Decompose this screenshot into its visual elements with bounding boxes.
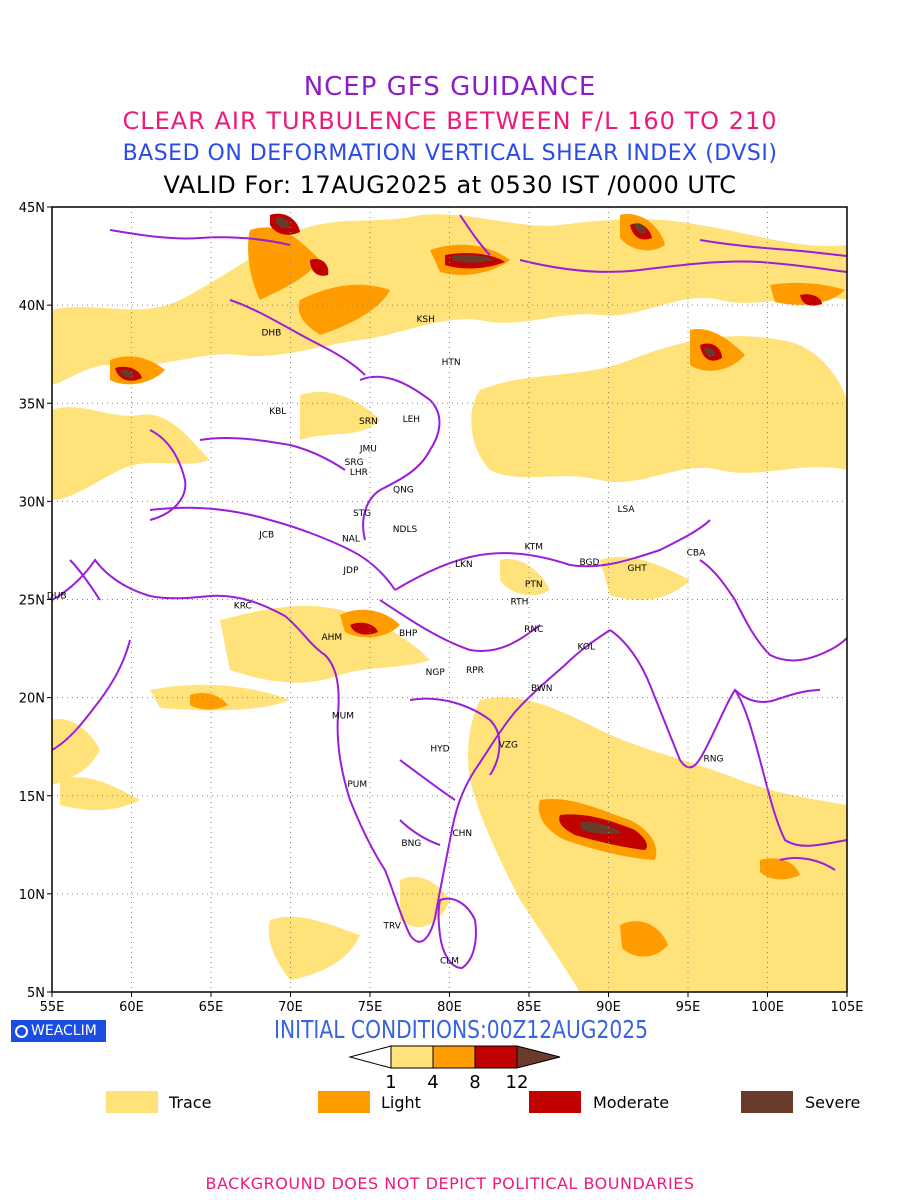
light-areas bbox=[110, 214, 845, 957]
lat-tick-label: 5N bbox=[27, 986, 45, 1001]
badge-text: WEACLIM bbox=[31, 1023, 97, 1039]
lat-tick-label: 20N bbox=[19, 692, 45, 707]
legend-label-trace: Trace bbox=[169, 1093, 212, 1112]
graticule bbox=[52, 207, 847, 992]
lon-tick-label: 100E bbox=[751, 1000, 784, 1015]
legend-label-moderate: Moderate bbox=[593, 1093, 670, 1112]
station-label-leh: LEH bbox=[403, 415, 420, 425]
station-label-ght: GHT bbox=[627, 564, 647, 574]
lat-tick-label: 40N bbox=[19, 299, 45, 314]
chart-title-method: BASED ON DEFORMATION VERTICAL SHEAR INDE… bbox=[122, 141, 778, 166]
station-label-ksh: KSH bbox=[416, 315, 434, 325]
lon-tick-label: 70E bbox=[278, 1000, 303, 1015]
lon-tick-label: 80E bbox=[437, 1000, 462, 1015]
station-label-kbl: KBL bbox=[269, 407, 286, 417]
colorbar-segment-trace bbox=[390, 1045, 434, 1069]
colorbar-level-4: 4 bbox=[427, 1072, 438, 1093]
lat-tick-label: 10N bbox=[19, 888, 45, 903]
lon-tick-label: 85E bbox=[517, 1000, 542, 1015]
colorbar-segment-moderate bbox=[474, 1045, 518, 1069]
lat-tick-label: 35N bbox=[19, 397, 45, 412]
station-label-ngp: NGP bbox=[426, 668, 446, 678]
weaclim-logo-icon bbox=[15, 1025, 28, 1038]
station-label-srg: SRG bbox=[345, 458, 364, 468]
station-label-lkn: LKN bbox=[455, 560, 473, 570]
colorbar-high-triangle bbox=[516, 1045, 561, 1069]
lat-tick-label: 25N bbox=[19, 594, 45, 609]
legend-label-light: Light bbox=[381, 1093, 421, 1112]
lat-tick-label: 45N bbox=[19, 201, 45, 216]
station-label-srn: SRN bbox=[359, 417, 378, 427]
station-label-htn: HTN bbox=[442, 358, 461, 368]
lat-tick-label: 30N bbox=[19, 495, 45, 510]
coastline-boundaries bbox=[52, 214, 847, 970]
colorbar-low-triangle bbox=[348, 1045, 392, 1069]
colorbar: 1 4 8 12 bbox=[348, 1045, 561, 1093]
station-label-lsa: LSA bbox=[617, 505, 635, 515]
station-label-rnc: RNC bbox=[524, 625, 543, 635]
station-label-cba: CBA bbox=[687, 548, 706, 558]
station-label-clm: CLM bbox=[440, 957, 459, 967]
station-label-nal: NAL bbox=[342, 535, 360, 545]
station-label-hyd: HYD bbox=[430, 745, 449, 755]
station-label-ndls: NDLS bbox=[393, 525, 418, 535]
station-label-trv: TRV bbox=[383, 921, 402, 931]
station-label-rth: RTH bbox=[511, 597, 529, 607]
lon-tick-label: 95E bbox=[676, 1000, 701, 1015]
station-label-lhr: LHR bbox=[350, 468, 368, 478]
longitude-ticks: 55E 60E 65E 70E 75E 80E 85E 90E 95E 100E 105E bbox=[40, 992, 864, 1015]
lon-tick-label: 90E bbox=[596, 1000, 621, 1015]
station-label-dub: DUB bbox=[47, 592, 67, 602]
station-label-stg: STG bbox=[353, 509, 371, 519]
station-label-pum: PUM bbox=[347, 780, 367, 790]
lon-tick-label: 55E bbox=[40, 1000, 65, 1015]
station-label-rng: RNG bbox=[703, 754, 723, 764]
lon-tick-label: 75E bbox=[358, 1000, 383, 1015]
station-label-ptn: PTN bbox=[525, 580, 543, 590]
legend-swatch-trace bbox=[106, 1091, 158, 1113]
initial-conditions-label: INITIAL CONDITIONS:00Z12AUG2025 bbox=[274, 1015, 649, 1044]
chart-title-product: CLEAR AIR TURBULENCE BETWEEN F/L 160 TO … bbox=[122, 107, 778, 135]
colorbar-level-8: 8 bbox=[469, 1072, 480, 1093]
station-label-bgd: BGD bbox=[579, 558, 599, 568]
chart-title-model: NCEP GFS GUIDANCE bbox=[303, 72, 597, 102]
colorbar-segment-light bbox=[432, 1045, 476, 1069]
station-label-bng: BNG bbox=[401, 839, 421, 849]
chart-title-valid-time: VALID For: 17AUG2025 at 0530 IST /0000 U… bbox=[163, 171, 737, 199]
station-label-rpr: RPR bbox=[466, 666, 484, 676]
station-label-krc: KRC bbox=[234, 601, 252, 611]
station-label-bhp: BHP bbox=[399, 629, 418, 639]
latitude-ticks: 45N 40N 35N 30N 25N 20N 15N 10N 5N bbox=[19, 201, 52, 1001]
legend-swatch-severe bbox=[741, 1091, 793, 1113]
station-label-jmu: JMU bbox=[359, 444, 377, 454]
lat-tick-label: 15N bbox=[19, 790, 45, 805]
lon-tick-label: 65E bbox=[199, 1000, 224, 1015]
station-label-jcb: JCB bbox=[258, 531, 274, 541]
lon-tick-label: 105E bbox=[830, 1000, 863, 1015]
weaclim-logo-badge: WEACLIM bbox=[11, 1020, 106, 1042]
severe-areas bbox=[120, 217, 716, 835]
station-label-kol: KOL bbox=[577, 643, 595, 653]
station-label-chn: CHN bbox=[452, 829, 472, 839]
legend-label-severe: Severe bbox=[805, 1093, 861, 1112]
trace-areas bbox=[52, 214, 847, 992]
station-label-dhb: DHB bbox=[261, 329, 281, 339]
lon-tick-label: 60E bbox=[119, 1000, 144, 1015]
footer-disclaimer: BACKGROUND DOES NOT DEPICT POLITICAL BOU… bbox=[205, 1174, 695, 1193]
station-label-mum: MUM bbox=[332, 711, 354, 721]
station-label-jdp: JDP bbox=[342, 566, 359, 576]
colorbar-level-1: 1 bbox=[385, 1072, 396, 1093]
legend-swatch-moderate bbox=[529, 1091, 581, 1113]
station-label-vzg: VZG bbox=[499, 741, 518, 751]
station-label-ahm: AHM bbox=[321, 633, 342, 643]
colorbar-level-12: 12 bbox=[506, 1072, 529, 1093]
turbulence-shading bbox=[52, 213, 847, 992]
station-label-qng: QNG bbox=[393, 486, 414, 496]
station-label-ktm: KTM bbox=[525, 543, 543, 553]
station-label-bwn: BWN bbox=[531, 684, 553, 694]
legend-swatch-light bbox=[318, 1091, 370, 1113]
